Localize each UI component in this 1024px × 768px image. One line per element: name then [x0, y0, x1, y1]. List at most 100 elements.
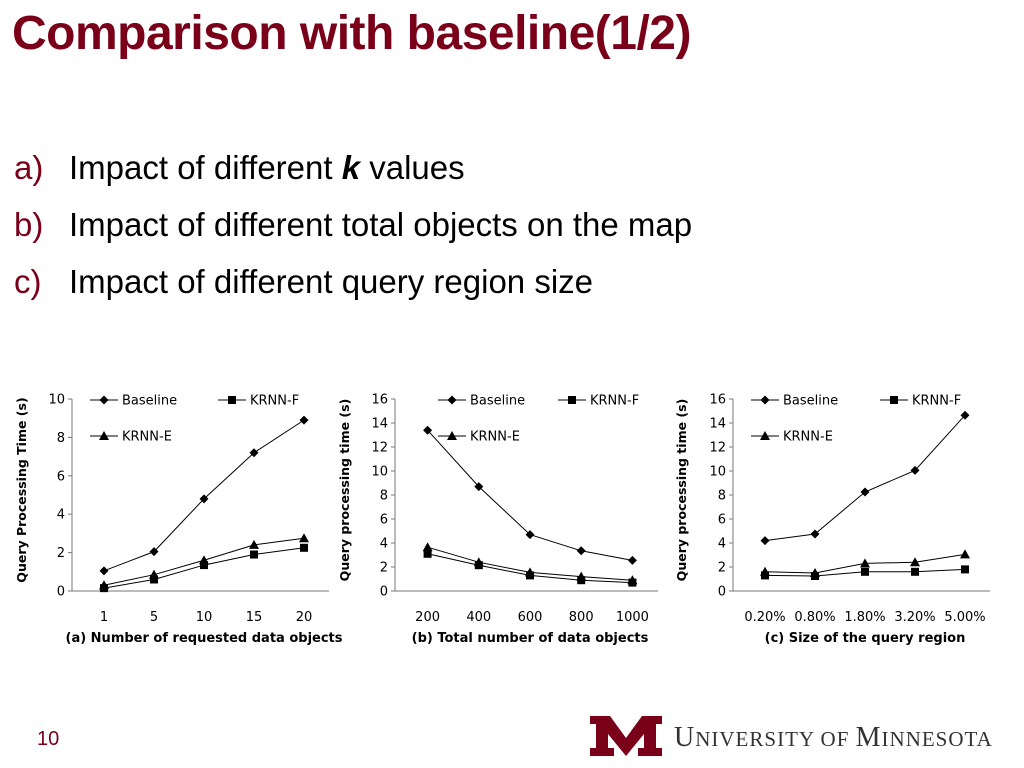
- triangle-marker: [576, 571, 587, 581]
- triangle-marker: [860, 558, 870, 568]
- y-axis-label: Query processing time (s): [337, 399, 352, 582]
- y-axis-label: Query processing time (s): [674, 399, 689, 582]
- x-tick-label: 1000: [616, 610, 649, 625]
- y-tick-label: 4: [380, 537, 388, 552]
- diamond-marker: [199, 494, 209, 504]
- bullet-text: Impact of different total objects on the…: [69, 206, 693, 243]
- square-marker: [890, 396, 898, 404]
- y-tick-label: 0: [57, 585, 65, 600]
- triangle-marker: [299, 533, 309, 543]
- diamond-marker: [760, 536, 770, 546]
- diamond-marker: [860, 487, 870, 497]
- diamond-marker: [299, 415, 309, 425]
- x-tick-label: 1.80%: [844, 610, 885, 625]
- x-tick-label: 800: [569, 610, 594, 625]
- bullet-text: Impact of different query region size: [69, 263, 594, 300]
- diamond-marker: [99, 395, 109, 405]
- y-tick-label: 2: [380, 561, 388, 576]
- legend-label: KRNN-F: [912, 394, 961, 409]
- y-tick-label: 2: [57, 546, 65, 561]
- bullet-marker: b): [14, 206, 44, 243]
- x-tick-label: 400: [466, 610, 491, 625]
- triangle-marker: [249, 539, 259, 549]
- diamond-marker: [910, 465, 920, 475]
- y-tick-label: 0: [380, 585, 388, 600]
- x-tick-label: 600: [518, 610, 543, 625]
- y-tick-label: 8: [57, 431, 65, 446]
- triangle-marker: [760, 566, 770, 576]
- y-tick-label: 12: [371, 441, 388, 456]
- bullet-list: a) Impact of different k values b) Impact …: [14, 145, 692, 316]
- y-tick-label: 14: [371, 417, 388, 432]
- y-tick-label: 12: [709, 441, 726, 456]
- legend-label: KRNN-F: [250, 394, 299, 409]
- bullet-marker: a): [14, 149, 44, 186]
- x-tick-label: 5: [150, 610, 158, 625]
- legend-label: KRNN-E: [783, 430, 833, 445]
- legend-label: KRNN-F: [590, 394, 639, 409]
- bullet-marker: c): [14, 263, 42, 300]
- bullet-text-end: values: [360, 149, 465, 186]
- bullet-text: Impact of different: [69, 149, 342, 186]
- bullet-item: c) Impact of different query region size: [14, 259, 692, 316]
- x-tick-label: 20: [296, 610, 313, 625]
- diamond-marker: [447, 395, 457, 405]
- legend-label: Baseline: [122, 394, 177, 409]
- y-tick-label: 14: [709, 417, 726, 432]
- y-tick-label: 4: [57, 508, 65, 523]
- legend-label: KRNN-E: [470, 430, 520, 445]
- diamond-marker: [249, 448, 259, 458]
- university-name: UNIVERSITY OF MINNESOTA: [674, 722, 993, 753]
- x-tick-label: 3.20%: [894, 610, 935, 625]
- bullet-item: b) Impact of different total objects on t…: [14, 202, 692, 259]
- triangle-marker: [149, 569, 159, 579]
- y-tick-label: 6: [57, 469, 65, 484]
- triangle-marker: [760, 431, 770, 440]
- series-line: [427, 429, 633, 561]
- legend-label: KRNN-E: [122, 430, 172, 445]
- x-axis-label: (c) Size of the query region: [765, 631, 966, 646]
- square-marker: [861, 567, 869, 576]
- x-tick-label: 10: [196, 610, 213, 625]
- university-m-logo-icon: [590, 716, 662, 756]
- triangle-marker: [99, 580, 109, 590]
- x-tick-label: 15: [246, 610, 263, 625]
- y-tick-label: 8: [380, 489, 388, 504]
- square-marker: [150, 575, 158, 584]
- diamond-marker: [99, 566, 109, 576]
- triangle-marker: [473, 557, 484, 567]
- y-tick-label: 10: [371, 465, 388, 480]
- triangle-marker: [199, 555, 209, 565]
- y-tick-label: 16: [709, 393, 726, 408]
- square-marker: [423, 549, 432, 558]
- x-tick-label: 0.20%: [744, 610, 785, 625]
- chart-panel: 0 2 4 6 8 10 12 14 16 200 400 600 800 1000 (b) Total n…: [337, 393, 658, 646]
- slide-title: Comparison with baseline(1/2): [12, 7, 691, 60]
- square-marker: [200, 561, 208, 570]
- legend-label: Baseline: [783, 394, 838, 409]
- diamond-marker: [576, 546, 586, 556]
- square-marker: [961, 565, 969, 574]
- diamond-marker: [810, 529, 820, 539]
- y-tick-label: 6: [380, 513, 388, 528]
- diamond-marker: [149, 547, 159, 557]
- square-marker: [228, 396, 236, 404]
- triangle-marker: [422, 542, 433, 552]
- diamond-marker: [627, 555, 637, 565]
- y-tick-label: 0: [718, 585, 726, 600]
- x-tick-label: 0.80%: [794, 610, 835, 625]
- x-tick-label: 200: [415, 610, 440, 625]
- triangle-marker: [525, 567, 535, 577]
- y-tick-label: 10: [709, 465, 726, 480]
- diamond-marker: [525, 530, 535, 540]
- y-tick-label: 16: [371, 393, 388, 408]
- triangle-marker: [627, 575, 638, 585]
- diamond-marker: [760, 395, 770, 405]
- square-marker: [911, 567, 919, 576]
- triangle-marker: [810, 568, 820, 577]
- y-axis-label: Query Processing Time (s): [14, 397, 29, 582]
- triangle-marker: [910, 557, 920, 567]
- square-marker: [568, 396, 576, 404]
- y-tick-label: 10: [48, 393, 65, 408]
